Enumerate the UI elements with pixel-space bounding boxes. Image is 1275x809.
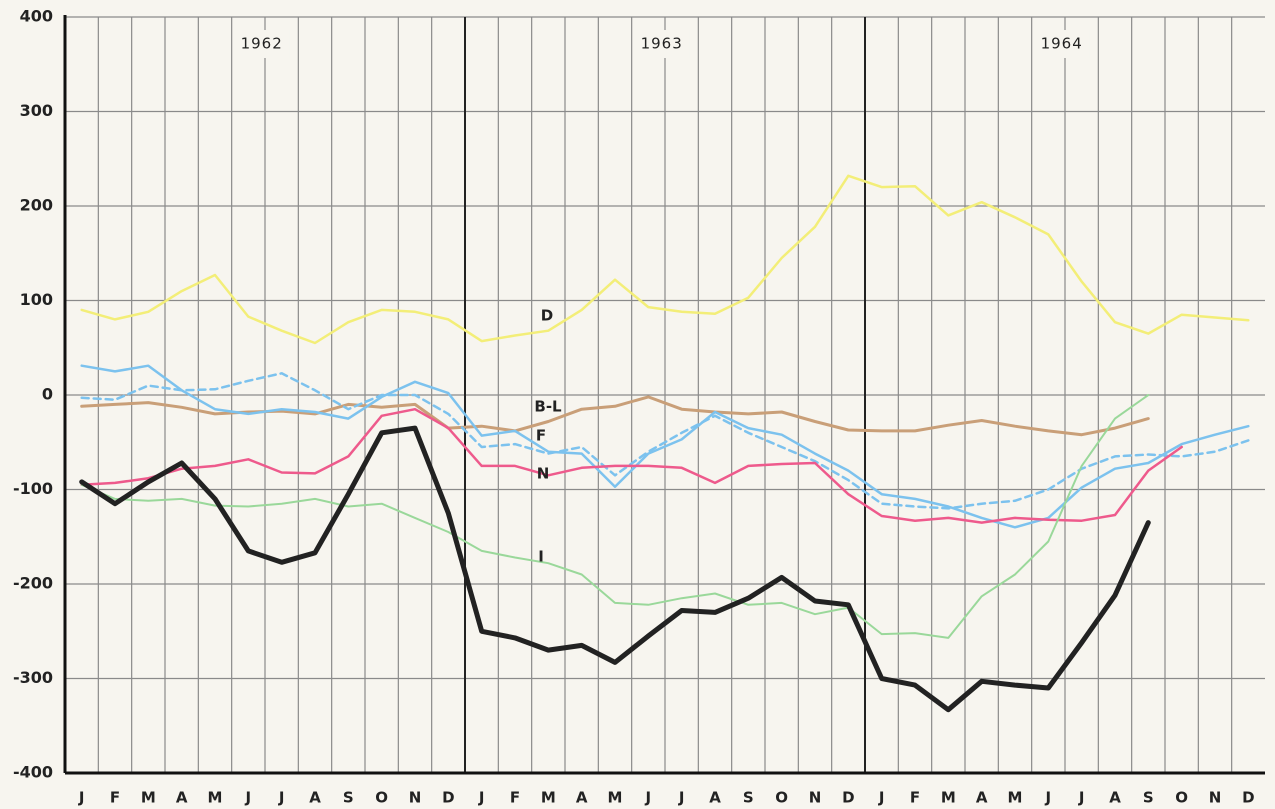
series-line [80, 174, 1250, 345]
x-tick-label: S [343, 789, 354, 807]
x-tick-label: N [809, 789, 822, 807]
x-tick-label: O [375, 789, 388, 807]
x-tick-label: D [442, 789, 454, 807]
x-tick-label: S [743, 789, 754, 807]
series-line [80, 407, 1183, 524]
x-tick-label: J [478, 789, 485, 807]
x-tick-label: F [910, 789, 920, 807]
x-tick-label: D [1242, 789, 1254, 807]
y-tick-label: -200 [13, 574, 53, 593]
y-tick-label: 0 [42, 385, 53, 404]
x-tick-label: A [976, 789, 988, 807]
x-tick-label: M [1008, 789, 1023, 807]
series-label: F [536, 427, 546, 445]
x-tick-label: F [510, 789, 520, 807]
x-tick-label: A [176, 789, 188, 807]
x-tick-label: N [1209, 789, 1222, 807]
y-tick-label: 100 [20, 290, 53, 309]
series-line [80, 364, 1250, 529]
series-line [79, 425, 1151, 713]
x-tick-label: A [576, 789, 588, 807]
y-tick-label: 300 [20, 101, 53, 120]
x-tick-label: A [709, 789, 721, 807]
year-label: 1963 [641, 35, 683, 53]
series-line [80, 372, 1250, 510]
y-tick-label: -100 [13, 479, 53, 498]
year-label: 1962 [241, 35, 283, 53]
x-tick-label: J [245, 789, 252, 807]
year-label-bg [233, 30, 290, 58]
x-tick-label: N [409, 789, 422, 807]
x-tick-label: F [110, 789, 120, 807]
y-tick-label: 200 [20, 196, 53, 215]
series-label: D [541, 307, 553, 325]
series-label: B-L [534, 398, 562, 416]
series-label: N [537, 465, 550, 483]
x-tick-label: M [208, 789, 223, 807]
x-tick-label: A [1109, 789, 1121, 807]
x-tick-label: O [775, 789, 788, 807]
y-tick-label: -300 [13, 668, 53, 687]
y-tick-label: 400 [20, 7, 53, 26]
x-tick-label: A [309, 789, 321, 807]
x-tick-label: M [141, 789, 156, 807]
year-label-bg [1033, 30, 1090, 58]
x-tick-label: J [645, 789, 652, 807]
x-tick-label: J [78, 789, 85, 807]
x-tick-label: S [1143, 789, 1154, 807]
x-tick-label: J [278, 789, 285, 807]
x-tick-label: J [1078, 789, 1085, 807]
x-tick-label: J [1045, 789, 1052, 807]
x-tick-label: D [842, 789, 854, 807]
x-tick-label: J [878, 789, 885, 807]
x-tick-label: O [1175, 789, 1188, 807]
series-line [80, 394, 1150, 639]
x-tick-label: M [541, 789, 556, 807]
x-tick-label: M [941, 789, 956, 807]
y-tick-label: -400 [13, 763, 53, 782]
year-label: 1964 [1041, 35, 1083, 53]
x-tick-label: M [608, 789, 623, 807]
x-tick-label: J [678, 789, 685, 807]
year-label-bg [633, 30, 690, 58]
series-label: I [538, 548, 544, 566]
